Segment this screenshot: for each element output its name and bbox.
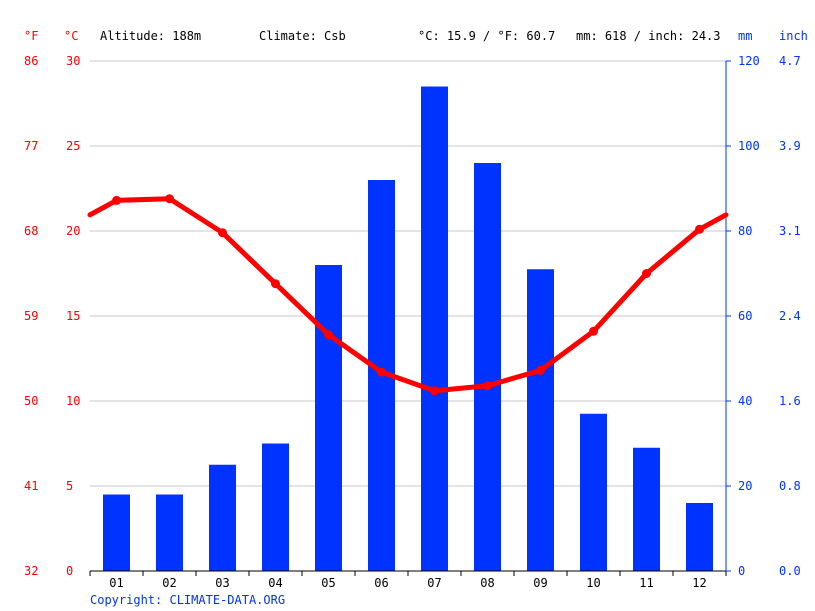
tick-label-inch: 0.0 xyxy=(779,564,801,578)
tick-label-fahrenheit: 86 xyxy=(24,54,38,68)
altitude-label: Altitude: 188m xyxy=(100,29,201,43)
precipitation-summary: mm: 618 / inch: 24.3 xyxy=(576,29,721,43)
temperature-point xyxy=(430,386,439,396)
month-label: 06 xyxy=(374,576,388,590)
tick-label-fahrenheit: 77 xyxy=(24,139,38,153)
temperature-point xyxy=(483,381,492,391)
month-label: 02 xyxy=(162,576,176,590)
precipitation-bar xyxy=(421,86,448,571)
unit-mm-label: mm xyxy=(738,29,752,43)
tick-label-fahrenheit: 50 xyxy=(24,394,38,408)
temperature-point xyxy=(112,195,121,205)
tick-label-celsius: 10 xyxy=(66,394,80,408)
precipitation-bar xyxy=(474,163,501,571)
temperature-line xyxy=(87,194,729,396)
tick-label-fahrenheit: 32 xyxy=(24,564,38,578)
tick-label-celsius: 15 xyxy=(66,309,80,323)
tick-label-inch: 2.4 xyxy=(779,309,801,323)
copyright-link[interactable]: Copyright: CLIMATE-DATA.ORG xyxy=(90,593,285,607)
tick-label-mm: 120 xyxy=(738,54,760,68)
temperature-point xyxy=(271,279,280,289)
tick-label-inch: 4.7 xyxy=(779,54,801,68)
month-label: 03 xyxy=(215,576,229,590)
month-label: 07 xyxy=(427,576,441,590)
tick-label-celsius: 25 xyxy=(66,139,80,153)
month-label: 08 xyxy=(480,576,494,590)
month-label: 01 xyxy=(109,576,123,590)
tick-label-celsius: 0 xyxy=(66,564,73,578)
month-label: 12 xyxy=(692,576,706,590)
tick-label-mm: 40 xyxy=(738,394,752,408)
unit-celsius-label: °C xyxy=(64,29,78,43)
precipitation-bar xyxy=(209,464,236,571)
temperature-point xyxy=(218,228,227,238)
temperature-point xyxy=(642,269,651,278)
tick-label-fahrenheit: 68 xyxy=(24,224,38,238)
month-label: 04 xyxy=(268,576,282,590)
tick-label-mm: 100 xyxy=(738,139,760,153)
tick-label-inch: 1.6 xyxy=(779,394,801,408)
temperature-line-path xyxy=(87,196,729,394)
tick-label-mm: 0 xyxy=(738,564,745,578)
month-label: 05 xyxy=(321,576,335,590)
precipitation-bar xyxy=(315,265,342,571)
temperature-point xyxy=(165,194,174,204)
precipitation-bar xyxy=(103,494,130,571)
temperature-point xyxy=(324,330,333,340)
precipitation-bar xyxy=(156,494,183,571)
grid-lines xyxy=(90,60,726,487)
precipitation-bar xyxy=(262,443,289,571)
temperature-point xyxy=(589,326,598,336)
climate-label: Climate: Csb xyxy=(259,29,346,43)
month-label: 10 xyxy=(586,576,600,590)
tick-label-inch: 3.9 xyxy=(779,139,801,153)
temperature-point xyxy=(377,367,386,377)
temperature-point xyxy=(536,365,545,375)
tick-label-fahrenheit: 41 xyxy=(24,479,38,493)
temperature-summary: °C: 15.9 / °F: 60.7 xyxy=(418,29,555,43)
tick-label-mm: 60 xyxy=(738,309,752,323)
tick-label-celsius: 20 xyxy=(66,224,80,238)
precipitation-bar xyxy=(633,447,660,571)
tick-label-celsius: 30 xyxy=(66,54,80,68)
temperature-point xyxy=(695,224,704,234)
tick-label-celsius: 5 xyxy=(66,479,73,493)
tick-label-inch: 0.8 xyxy=(779,479,801,493)
precipitation-bar xyxy=(686,503,713,571)
tick-label-mm: 20 xyxy=(738,479,752,493)
axes xyxy=(89,60,731,576)
unit-inch-label: inch xyxy=(779,29,808,43)
tick-label-inch: 3.1 xyxy=(779,224,801,238)
month-label: 09 xyxy=(533,576,547,590)
unit-fahrenheit-label: °F xyxy=(24,29,38,43)
tick-labels: 32 0 0 0.0 41 5 20 0.8 50 10 40 1.6 59 15 60 2.4 68 20 80 3… xyxy=(24,54,801,590)
tick-label-mm: 80 xyxy=(738,224,752,238)
precipitation-bars xyxy=(103,86,713,571)
precipitation-bar xyxy=(580,413,607,571)
tick-label-fahrenheit: 59 xyxy=(24,309,38,323)
precipitation-bar xyxy=(527,269,554,571)
month-label: 11 xyxy=(639,576,653,590)
